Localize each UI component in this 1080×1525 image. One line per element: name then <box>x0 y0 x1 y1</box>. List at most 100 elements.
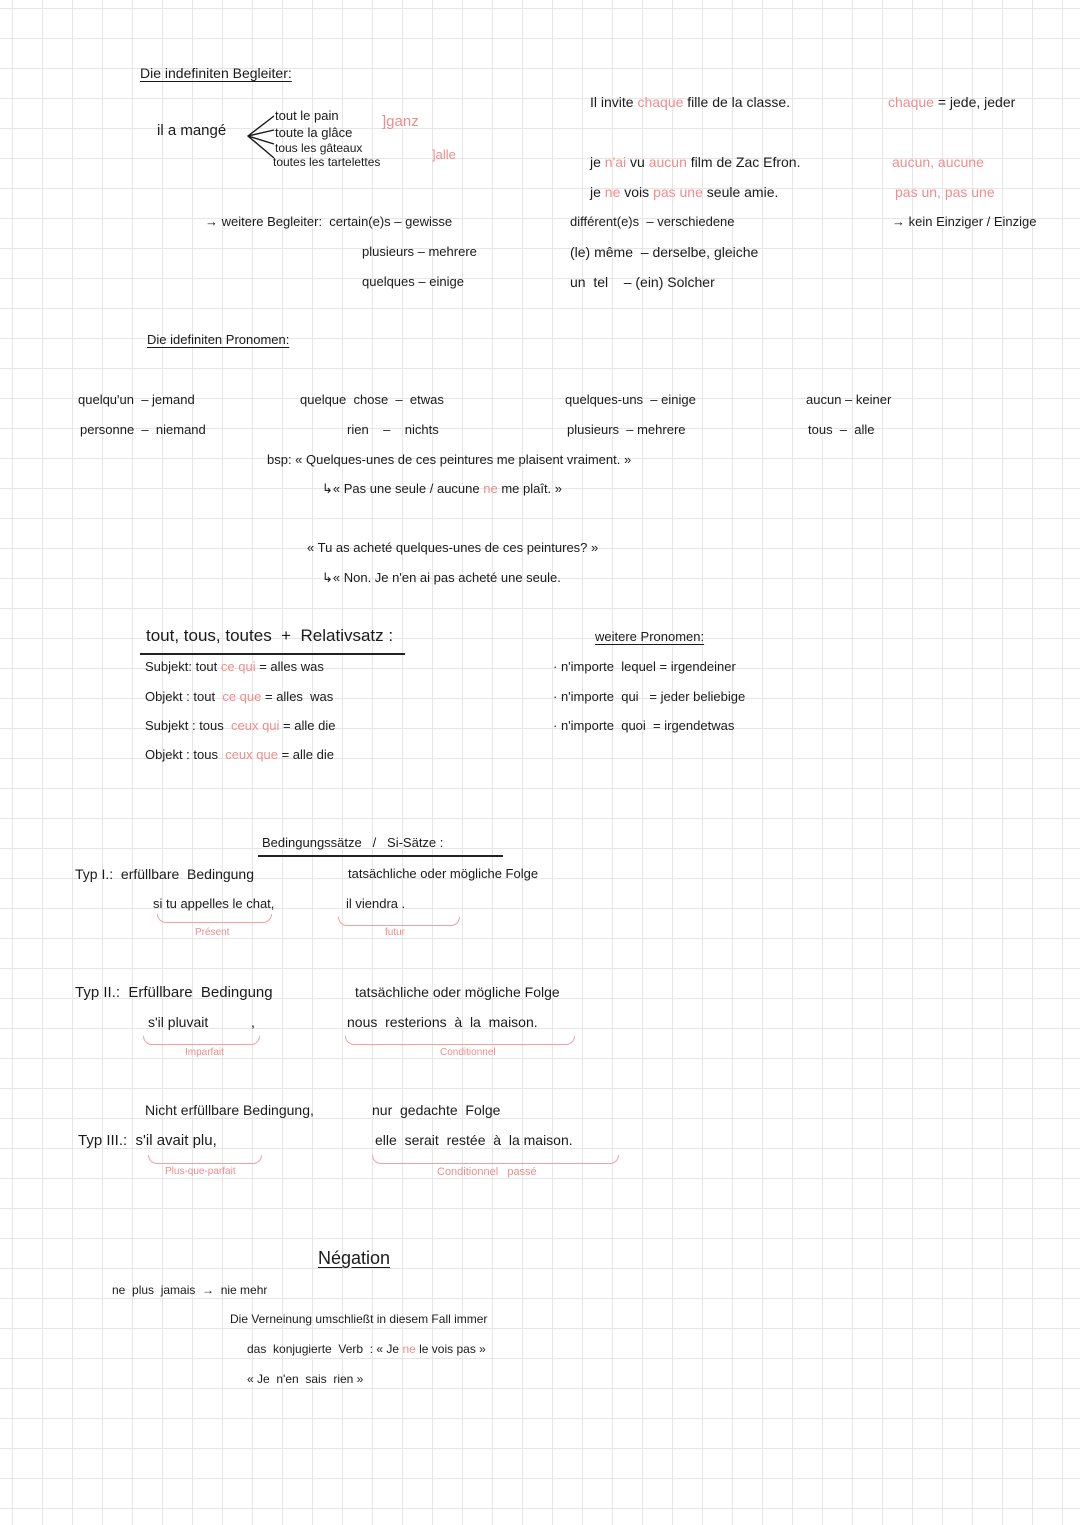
brace-conditionnel-passe <box>372 1155 619 1164</box>
note-line: nous resterions à la maison. <box>347 1014 538 1030</box>
note-line: « Je n'en sais rien » <box>247 1372 363 1386</box>
note-text: tout le pain <box>275 108 339 123</box>
note-text: · n'importe qui = jeder beliebige <box>553 689 746 704</box>
note-line: ne plus jamais → nie mehr <box>112 1283 268 1297</box>
note-text: ne plus jamais → nie mehr <box>112 1283 268 1297</box>
note-text: je <box>590 154 605 170</box>
note-text: quelques – einige <box>362 274 464 289</box>
note-text: toute la glâce <box>275 125 353 140</box>
note-text: toutes les tartelettes <box>273 155 381 169</box>
note-line: plusieurs – mehrere <box>567 422 686 437</box>
highlighted-text: pas une <box>653 184 703 200</box>
note-line: nur gedachte Folge <box>372 1102 500 1118</box>
note-line: chaque = jede, jeder <box>888 94 1015 110</box>
note-line: personne – niemand <box>80 422 206 437</box>
note-text: Typ III.: s'il avait plu, <box>78 1132 217 1149</box>
brace-conditionnel <box>345 1036 575 1045</box>
note-text: Subjekt: tout <box>145 659 221 674</box>
note-line: tout, tous, toutes + Relativsatz : <box>146 626 394 646</box>
note-text: personne – niemand <box>80 422 206 437</box>
note-text: Bedingungssätze / Si-Sätze : <box>262 835 444 850</box>
note-line: pas un, pas une <box>895 184 995 200</box>
note-line: · n'importe qui = jeder beliebige <box>553 689 746 704</box>
note-line: il viendra . <box>346 896 406 911</box>
note-text: = alles was <box>255 659 324 674</box>
note-text: différent(e)s – verschiedene <box>570 214 735 229</box>
note-text: tout, tous, toutes + Relativsatz : <box>146 626 394 645</box>
note-text: Objekt : tous <box>145 747 226 762</box>
note-line: s'il pluvait , <box>148 1014 255 1030</box>
note-line: weitere Pronomen: <box>595 629 705 644</box>
note-line: Conditionnel <box>440 1047 496 1058</box>
note-text: film de Zac Efron. <box>686 154 801 170</box>
note-text: → kein Einziger / Einzige <box>892 214 1037 229</box>
fork-arrow-icon <box>246 115 275 159</box>
note-line: Conditionnel passé <box>437 1166 537 1178</box>
highlighted-text: ce que <box>222 689 262 704</box>
note-text: me plaît. » <box>497 481 563 496</box>
note-text: · n'importe quoi = irgendetwas <box>553 718 735 733</box>
note-line: (le) même – derselbe, gleiche <box>570 244 759 260</box>
note-line: Il invite chaque fille de la classe. <box>590 94 791 110</box>
note-text: tous les gâteaux <box>275 141 363 155</box>
note-line: si tu appelles le chat, <box>153 896 275 911</box>
highlighted-text: aucun, aucune <box>892 154 984 170</box>
note-text: je <box>590 184 605 200</box>
note-text: plusieurs – mehrere <box>567 422 686 437</box>
highlighted-text: Conditionnel passé <box>437 1166 537 1178</box>
note-text: aucun – keiner <box>806 392 892 407</box>
note-line: futur <box>385 927 405 938</box>
note-line: tout le pain <box>275 108 339 123</box>
note-text: fille de la classe. <box>683 94 791 110</box>
highlighted-text: ne <box>402 1342 416 1356</box>
note-text: = alles was <box>261 689 334 704</box>
note-text: ↳« Non. Je n'en ai pas acheté une seule. <box>322 570 561 585</box>
note-line: différent(e)s – verschiedene <box>570 214 735 229</box>
note-text: tous – alle <box>808 422 875 437</box>
note-line: tous les gâteaux <box>275 141 363 155</box>
note-text: quelqu'un – jemand <box>78 392 195 407</box>
note-text: Typ I.: erfüllbare Bedingung <box>75 866 254 882</box>
note-text: si tu appelles le chat, <box>153 896 275 911</box>
note-line: Typ I.: erfüllbare Bedingung <box>75 866 254 882</box>
note-line: Typ III.: s'il avait plu, <box>78 1132 217 1150</box>
note-line: Objekt : tous ceux que = alle die <box>145 747 334 762</box>
note-line: Subjekt : tous ceux qui = alle die <box>145 718 336 733</box>
note-text: weitere Pronomen: <box>595 629 705 644</box>
note-text: (le) même – derselbe, gleiche <box>570 244 759 260</box>
note-text: tatsächliche oder mögliche Folge <box>355 984 560 1000</box>
relativsatz-underline <box>140 653 405 655</box>
note-line: aucun – keiner <box>806 392 892 407</box>
note-line: ↳« Pas une seule / aucune ne me plaît. » <box>322 481 563 496</box>
highlighted-text: ne <box>483 481 498 496</box>
note-text: vois <box>620 184 654 200</box>
note-text: Il invite <box>590 94 638 110</box>
note-text: ↳« Pas une seule / aucune <box>322 481 484 496</box>
note-text: un tel – (ein) Solcher <box>570 274 715 290</box>
highlighted-text: aucun <box>648 154 687 170</box>
note-line: plusieurs – mehrere <box>362 244 477 259</box>
note-line: Die Verneinung umschließt in diesem Fall… <box>230 1312 487 1326</box>
note-text: → weitere Begleiter: certain(e)s – gewis… <box>205 214 453 229</box>
highlighted-text: chaque <box>637 94 684 110</box>
note-line: → kein Einziger / Einzige <box>892 214 1037 229</box>
note-text: il viendra . <box>346 896 406 911</box>
note-line: Nicht erfüllbare Bedingung, <box>145 1102 314 1118</box>
note-text: · n'importe lequel = irgendeiner <box>553 659 736 674</box>
note-text: = alle die <box>279 718 336 733</box>
note-text: Objekt : tout <box>145 689 223 704</box>
note-text: = alle die <box>277 747 334 762</box>
highlighted-text: Plus-que-parfait <box>165 1166 236 1177</box>
note-line: un tel – (ein) Solcher <box>570 274 715 290</box>
note-text: Négation <box>318 1248 391 1268</box>
note-line: das konjugierte Verb : « Je ne le vois p… <box>247 1342 486 1356</box>
note-line: Négation <box>318 1248 391 1269</box>
highlighted-text: ]alle <box>432 147 456 162</box>
note-line: quelques-uns – einige <box>565 392 696 407</box>
note-line: Typ II.: Erfüllbare Bedingung <box>75 984 273 1002</box>
highlighted-text: ne <box>604 184 621 200</box>
note-line: quelqu'un – jemand <box>78 392 195 407</box>
note-text: Subjekt : tous <box>145 718 231 733</box>
note-text: seule amie. <box>702 184 779 200</box>
brace-futur <box>338 917 460 926</box>
